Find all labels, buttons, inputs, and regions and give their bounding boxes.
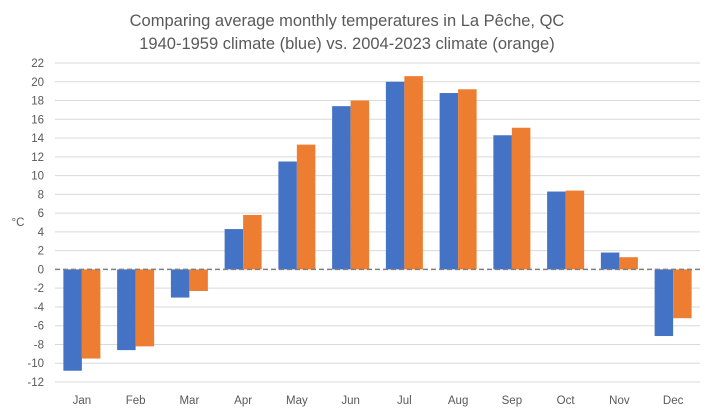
x-tick-label: Feb	[126, 395, 146, 407]
x-tick-label: Aug	[448, 395, 468, 407]
bar-mar-recent	[189, 269, 208, 291]
y-tick-label: 2	[38, 246, 44, 258]
y-tick-label: 12	[31, 152, 44, 164]
bar-may-recent	[296, 144, 316, 270]
y-tick-label: -2	[34, 283, 44, 295]
y-tick-label: -10	[27, 358, 44, 370]
bar-jan-recent	[81, 269, 101, 359]
bar-jul-historic	[385, 81, 405, 270]
bar-aug-historic	[439, 93, 459, 270]
x-category-labels: Jan Feb Mar Apr May Jun Jul Aug Sep Oct Nov Dec	[73, 395, 684, 407]
y-tick-label: 0	[38, 264, 44, 276]
y-tick-label: 22	[31, 58, 44, 70]
y-tick-label: -12	[27, 377, 44, 389]
x-tick-label: Dec	[663, 395, 684, 407]
bar-sep-historic	[493, 135, 512, 270]
bar-jan-historic	[63, 269, 82, 371]
x-tick-label: Mar	[179, 395, 199, 407]
bar-dec-historic	[654, 269, 674, 337]
x-tick-label: Oct	[557, 395, 576, 407]
bar-oct-recent	[565, 190, 585, 270]
x-tick-label: Sep	[502, 395, 522, 407]
bar-nov-historic	[600, 252, 620, 270]
x-tick-label: Jul	[397, 395, 412, 407]
bar-oct-historic	[547, 191, 566, 270]
x-tick-label: Jun	[341, 395, 360, 407]
bars	[63, 76, 692, 371]
y-tick-label: -8	[34, 339, 44, 351]
y-tick-label: 18	[31, 96, 44, 108]
gridlines	[55, 62, 700, 383]
x-tick-label: Nov	[609, 395, 630, 407]
bar-apr-recent	[243, 214, 262, 270]
chart-title-line-1: Comparing average monthly temperatures i…	[130, 12, 565, 30]
bar-feb-historic	[117, 269, 136, 351]
bar-aug-recent	[458, 89, 477, 270]
y-tick-label: 8	[38, 189, 44, 201]
x-tick-label: Jan	[73, 395, 92, 407]
y-tick-label: 4	[38, 227, 45, 239]
y-tick-label: 16	[31, 114, 44, 126]
y-axis-label: °C	[12, 217, 25, 229]
chart-title-line-2: 1940-1959 climate (blue) vs. 2004-2023 c…	[139, 35, 554, 53]
bar-jun-recent	[350, 100, 370, 270]
x-tick-label: Apr	[234, 395, 252, 407]
y-tick-label: -6	[34, 321, 44, 333]
bar-feb-recent	[135, 269, 155, 347]
y-tick-label: 14	[31, 133, 44, 145]
y-tick-label: 6	[38, 208, 44, 220]
bar-jul-recent	[404, 76, 423, 270]
bar-nov-recent	[619, 257, 638, 270]
bar-apr-historic	[224, 229, 244, 270]
y-tick-label: 10	[31, 171, 44, 183]
bar-dec-recent	[673, 269, 692, 319]
bar-may-historic	[278, 161, 297, 270]
bar-mar-historic	[170, 269, 190, 298]
y-tick-label: 20	[31, 77, 44, 89]
x-tick-label: May	[286, 395, 308, 407]
bar-jun-historic	[332, 106, 351, 270]
bar-sep-recent	[511, 127, 531, 270]
y-tick-label: -4	[34, 302, 45, 314]
